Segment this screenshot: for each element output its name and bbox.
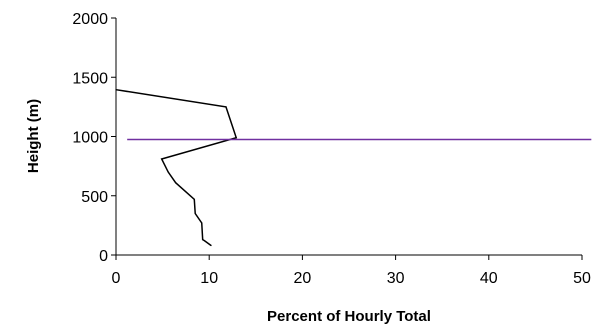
y-tick-label: 500	[81, 189, 108, 206]
data-point	[175, 182, 177, 184]
data-point	[202, 238, 204, 241]
x-tick-label: 0	[112, 270, 121, 287]
data-point	[201, 222, 203, 224]
x-axis-ticks: 0 10 20 30 40 50	[112, 255, 591, 287]
data-point	[194, 212, 196, 215]
data-point	[167, 171, 169, 173]
axes	[115, 18, 582, 256]
x-tick-label: 40	[480, 270, 498, 287]
x-tick-label: 50	[573, 270, 591, 287]
data-point	[161, 158, 163, 160]
data-point	[203, 240, 206, 242]
y-tick-label: 1500	[72, 70, 108, 87]
x-axis-title: Percent of Hourly Total	[267, 308, 431, 325]
data-point	[225, 106, 227, 108]
series-layer	[115, 88, 238, 247]
x-tick-label: 10	[200, 270, 218, 287]
x-tick-label: 30	[387, 270, 405, 287]
y-tick-label: 0	[99, 248, 108, 265]
data-point	[210, 244, 212, 247]
x-tick-label: 20	[294, 270, 312, 287]
data-point	[193, 198, 195, 200]
y-tick-label: 2000	[72, 11, 108, 28]
y-tick-label: 1000	[72, 130, 108, 147]
data-point	[115, 89, 117, 91]
y-axis-title: Height (m)	[25, 99, 42, 173]
data-point	[235, 137, 237, 139]
y-axis-ticks: 0 500 1000 1500 2000	[72, 11, 116, 265]
series-line	[115, 88, 238, 247]
